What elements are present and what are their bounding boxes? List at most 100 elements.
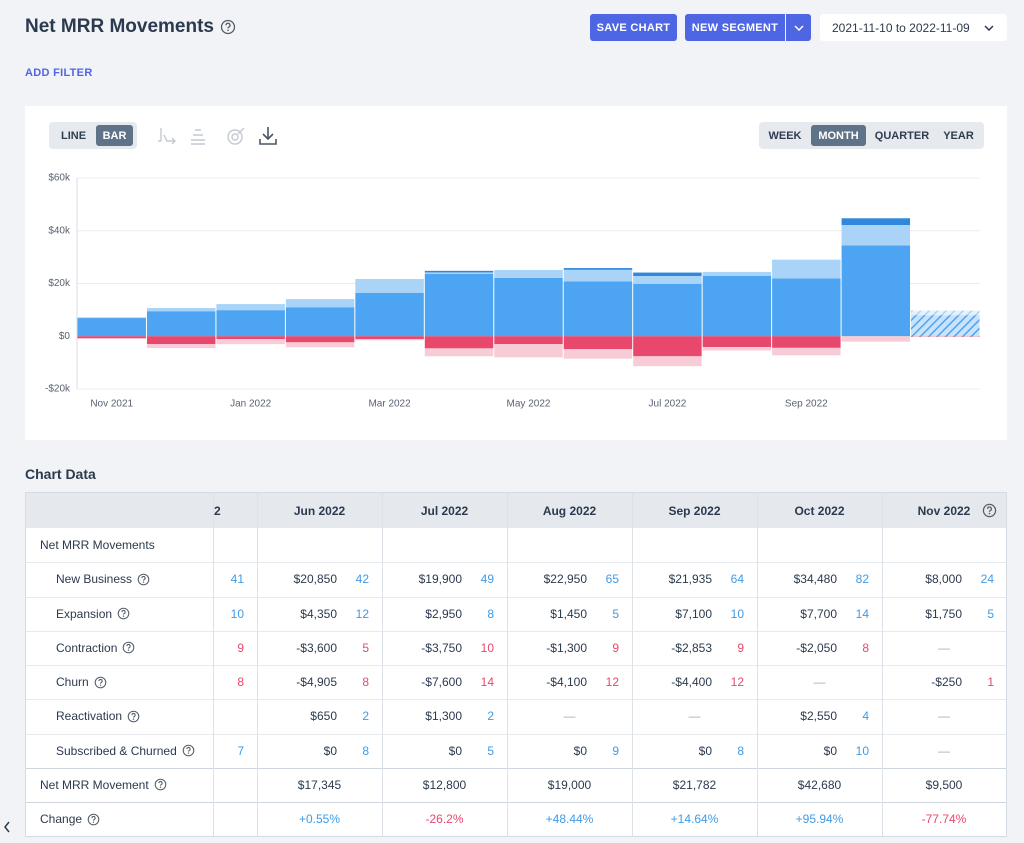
row-label-text: Subscribed & Churned	[56, 743, 177, 758]
value: $42,680	[797, 777, 842, 792]
count[interactable]: 8	[737, 743, 744, 758]
count[interactable]: 7	[237, 743, 244, 758]
value: +14.64%	[670, 812, 719, 827]
column-divider	[382, 493, 383, 836]
quarter-option[interactable]: QUARTER	[874, 129, 930, 142]
help-icon[interactable]	[122, 641, 135, 654]
amount: -$1,300	[546, 640, 587, 655]
row-label: New Business	[56, 562, 150, 596]
count[interactable]: 10	[855, 743, 869, 758]
row-label: Reactivation	[56, 699, 140, 733]
row-label-text: Contraction	[56, 640, 118, 655]
row-label: Expansion	[56, 597, 130, 631]
row-label: Contraction	[56, 631, 135, 665]
count[interactable]: 8	[862, 640, 869, 655]
value: +95.94%	[795, 812, 844, 827]
column-header: Aug 2022	[542, 503, 597, 518]
help-icon[interactable]	[137, 573, 150, 586]
value: $17,345	[297, 777, 342, 792]
count[interactable]: 8	[237, 675, 244, 690]
count[interactable]: 8	[487, 606, 494, 621]
save-chart-button[interactable]: SAVE CHART	[590, 14, 677, 41]
amount: $19,900	[418, 572, 462, 587]
row-label-text: Net MRR Movement	[40, 777, 149, 792]
count[interactable]: 12	[730, 675, 744, 690]
amount: -$4,905	[296, 675, 337, 690]
segment-dropdown[interactable]	[786, 14, 811, 41]
help-icon[interactable]	[87, 813, 100, 826]
count[interactable]: 5	[987, 606, 994, 621]
amount: $34,480	[793, 572, 837, 587]
count[interactable]: 10	[730, 606, 744, 621]
count[interactable]: 9	[737, 640, 744, 655]
help-icon[interactable]	[154, 778, 167, 791]
value: —	[938, 743, 950, 758]
amount: -$250	[931, 675, 962, 690]
count[interactable]: 5	[362, 640, 369, 655]
count[interactable]: 14	[480, 675, 494, 690]
count[interactable]: 14	[855, 606, 869, 621]
line-option[interactable]: LINE	[60, 129, 87, 142]
chart-card	[25, 106, 1007, 440]
count[interactable]: 82	[855, 572, 869, 587]
count[interactable]: 24	[980, 572, 994, 587]
amount: -$7,600	[421, 675, 462, 690]
table-title: Chart Data	[25, 466, 96, 482]
row-label: Change	[40, 802, 100, 836]
help-icon[interactable]	[127, 710, 140, 723]
amount: $0	[823, 743, 837, 758]
amount: -$4,100	[546, 675, 587, 690]
week-option[interactable]: WEEK	[768, 129, 802, 142]
page-title: Net MRR Movements	[25, 14, 236, 40]
amount: $8,000	[925, 572, 962, 587]
count[interactable]: 41	[230, 572, 244, 587]
count[interactable]: 65	[605, 572, 619, 587]
value: $19,000	[547, 777, 592, 792]
help-icon[interactable]	[982, 503, 997, 518]
amount: $1,450	[550, 606, 587, 621]
new-segment-button[interactable]: NEW SEGMENT	[685, 14, 785, 41]
chart-type-toggle: LINE BAR	[49, 122, 137, 149]
bar-option[interactable]: BAR	[96, 125, 133, 146]
help-icon[interactable]	[182, 744, 195, 757]
row-label-text: Expansion	[56, 606, 113, 621]
header-row	[26, 493, 1006, 528]
month-option[interactable]: MONTH	[811, 125, 866, 146]
count[interactable]: 42	[355, 572, 369, 587]
help-icon[interactable]	[94, 676, 107, 689]
count[interactable]: 8	[362, 675, 369, 690]
count[interactable]: 12	[605, 675, 619, 690]
add-filter[interactable]: ADD FILTER	[25, 67, 93, 79]
value: —	[938, 709, 950, 724]
date-range: 2021-11-10 to 2022-11-09	[832, 20, 970, 35]
count[interactable]: 1	[987, 675, 994, 690]
amount: $7,700	[800, 606, 837, 621]
count[interactable]: 2	[362, 709, 369, 724]
count[interactable]: 9	[612, 743, 619, 758]
count[interactable]: 10	[480, 640, 494, 655]
count[interactable]: 12	[355, 606, 369, 621]
value: $21,782	[672, 777, 717, 792]
count[interactable]: 64	[730, 572, 744, 587]
count[interactable]: 10	[230, 606, 244, 621]
count[interactable]: 8	[362, 743, 369, 758]
help-icon[interactable]	[117, 607, 130, 620]
count[interactable]: 9	[237, 640, 244, 655]
help-icon[interactable]	[220, 19, 236, 35]
date-range-picker[interactable]: 2021-11-10 to 2022-11-09	[820, 14, 1007, 41]
count[interactable]: 9	[612, 640, 619, 655]
value: -26.2%	[425, 812, 464, 827]
row-label: Churn	[56, 665, 107, 699]
count[interactable]: 49	[480, 572, 494, 587]
column-header: Sep 2022	[668, 503, 721, 518]
period-toggle: WEEK MONTH QUARTER YEAR	[759, 122, 984, 149]
year-option[interactable]: YEAR	[943, 129, 974, 142]
count[interactable]: 5	[487, 743, 494, 758]
column-divider	[213, 493, 214, 836]
count[interactable]: 2	[487, 709, 494, 724]
scroll-left[interactable]	[0, 816, 14, 838]
amount: $0	[698, 743, 712, 758]
amount: $650	[310, 709, 337, 724]
count[interactable]: 4	[862, 709, 869, 724]
count[interactable]: 5	[612, 606, 619, 621]
